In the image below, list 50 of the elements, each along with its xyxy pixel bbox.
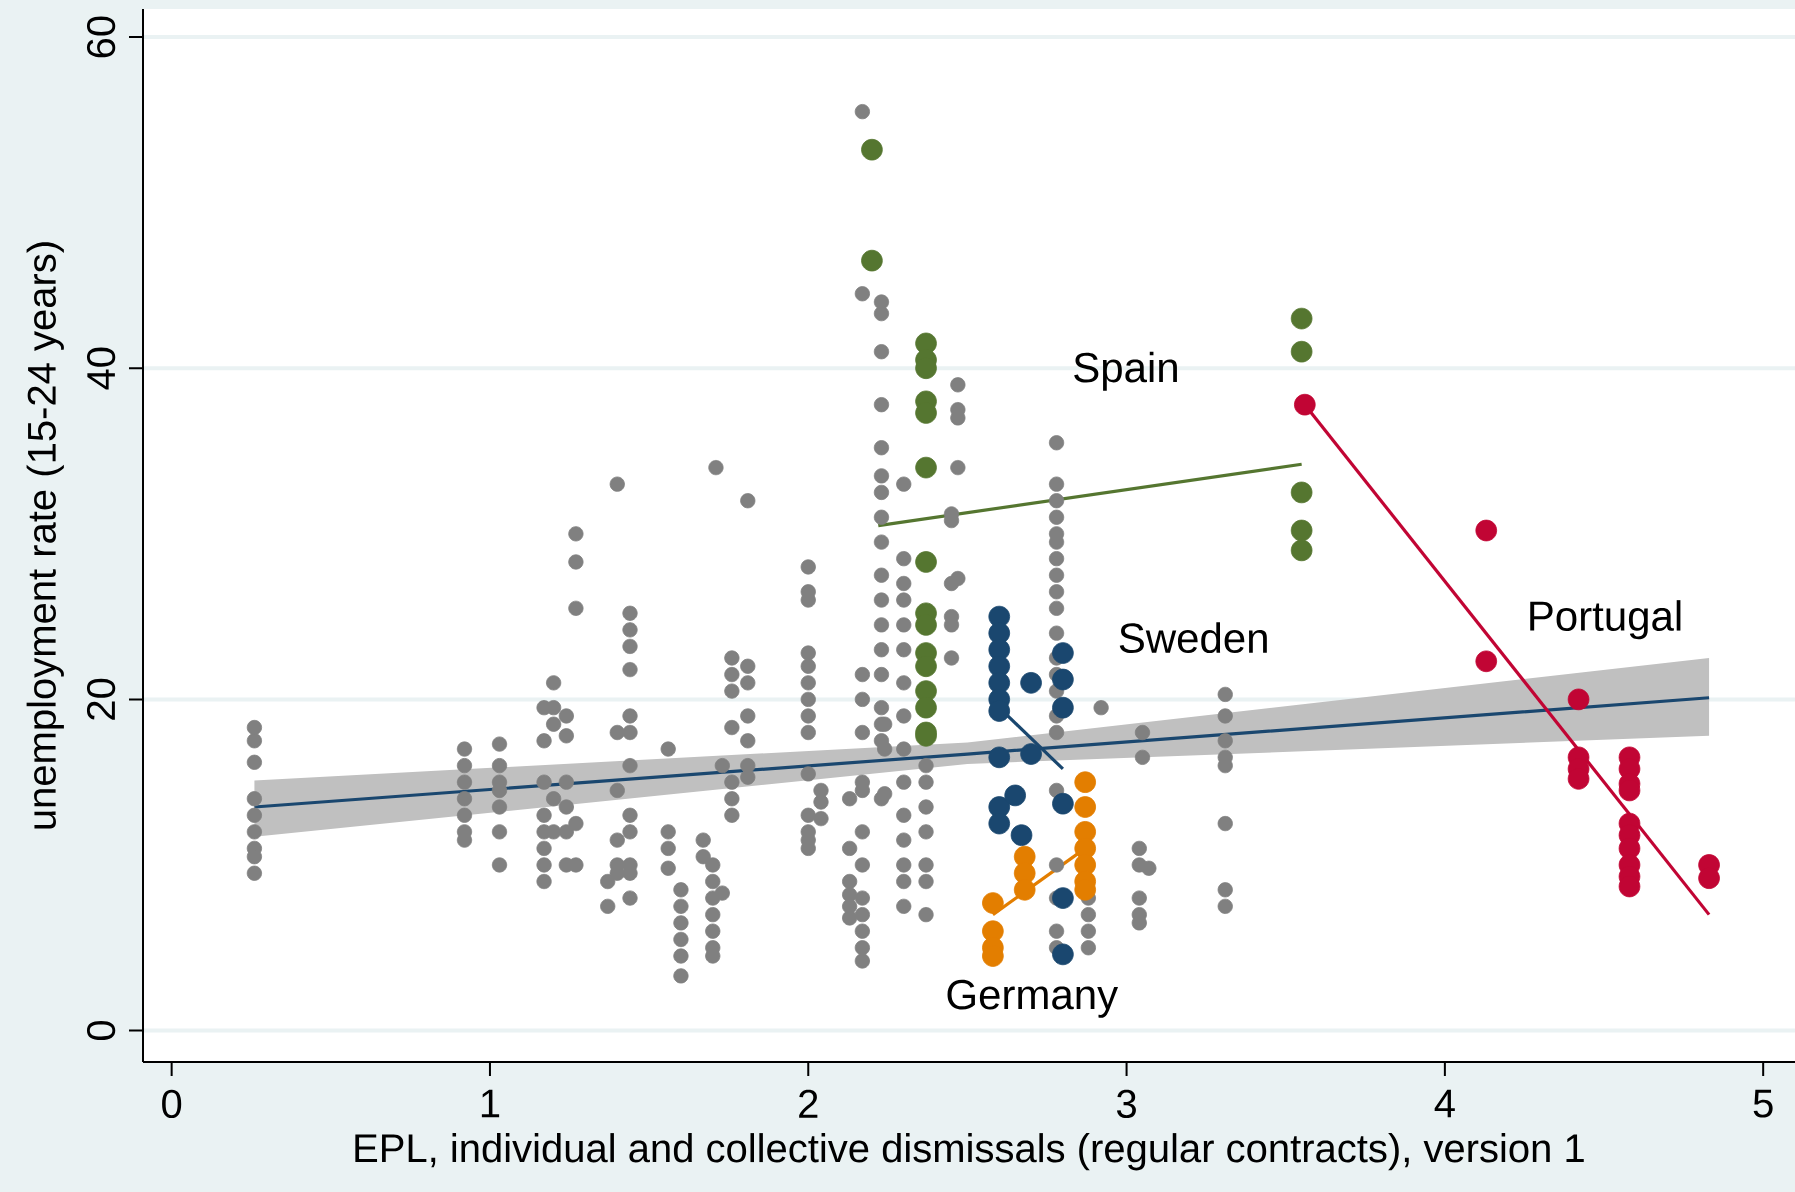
point <box>1052 887 1074 909</box>
y-axis-title: unemployment rate (15-24 years) <box>26 242 64 829</box>
point <box>1290 481 1313 504</box>
point <box>1290 340 1313 363</box>
x-tick-label: 5 <box>1753 1089 1773 1118</box>
x-tick-label: 2 <box>799 1089 818 1118</box>
point <box>982 892 1004 914</box>
point <box>1567 688 1590 711</box>
x-axis-title: EPL, individual and collective dismissals (regular contracts), version 1 <box>355 1133 1584 1171</box>
legend-label: Sweden <box>1119 622 1267 654</box>
point <box>988 812 1011 835</box>
point <box>861 138 883 161</box>
point <box>1052 792 1074 815</box>
point <box>1020 743 1042 765</box>
y-tick-label: 60 <box>86 16 116 58</box>
point <box>1013 845 1036 868</box>
point <box>1074 821 1096 843</box>
point <box>1013 879 1036 901</box>
y-tick-label: 0 <box>86 1020 116 1041</box>
point <box>1074 771 1096 793</box>
x-tick-label: 4 <box>1434 1089 1455 1118</box>
point <box>861 249 883 272</box>
series-label: Germany <box>947 979 1119 1018</box>
point <box>915 551 937 573</box>
point <box>915 696 937 719</box>
x-tick-label: 3 <box>1116 1089 1136 1119</box>
point <box>1294 393 1316 416</box>
point <box>1475 650 1498 673</box>
point <box>915 456 937 479</box>
point <box>988 638 1011 661</box>
point <box>1074 854 1096 876</box>
y-tick-label: 40 <box>86 347 116 390</box>
point <box>1020 672 1042 694</box>
point <box>1052 668 1074 691</box>
point <box>1074 796 1096 818</box>
point <box>1052 696 1074 719</box>
point <box>988 746 1011 769</box>
point <box>1290 539 1313 562</box>
x-tick-label: 1 <box>481 1089 500 1118</box>
point <box>1052 943 1074 966</box>
series-label: Portugal <box>1530 600 1681 640</box>
point <box>1010 824 1033 846</box>
point <box>1290 307 1313 330</box>
text: Spain <box>1074 351 1177 391</box>
point <box>1475 519 1498 542</box>
point <box>1004 784 1026 807</box>
x-tick-label: 0 <box>162 1089 182 1119</box>
y-tick-label: 20 <box>86 678 116 720</box>
point <box>1052 642 1074 664</box>
point <box>1290 519 1313 542</box>
